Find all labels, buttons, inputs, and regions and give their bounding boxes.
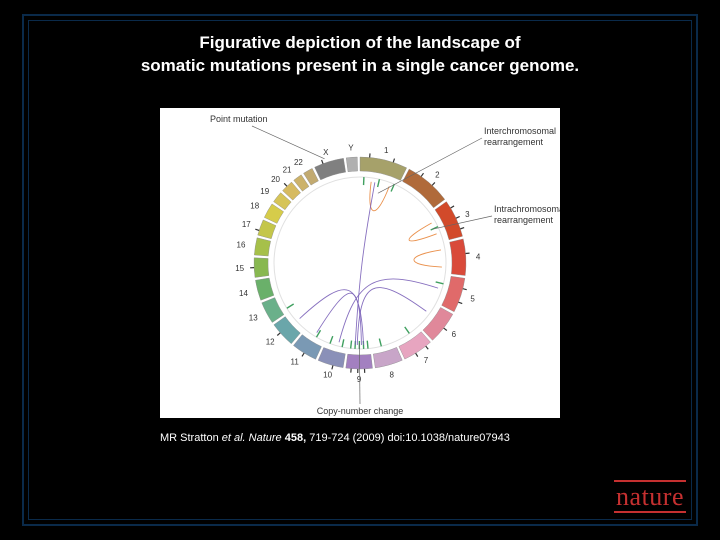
point-mutation-tick (456, 216, 460, 218)
chrom-4 (450, 239, 466, 276)
point-mutation-tick (277, 333, 280, 336)
intra-link (409, 223, 437, 241)
annotation-inter: Interchromosomal (484, 126, 556, 136)
chrom-label-15: 15 (235, 264, 244, 273)
chrom-label-8: 8 (390, 371, 395, 380)
chrom-label-6: 6 (452, 330, 457, 339)
chrom-11 (293, 335, 321, 360)
copy-number-tick (287, 304, 294, 308)
copy-number-tick (367, 341, 368, 349)
chrom-15 (254, 258, 269, 278)
point-mutation-tick (332, 365, 333, 369)
citation-volume: 458, (282, 432, 310, 444)
chrom-label-4: 4 (476, 253, 481, 262)
inter-link (300, 290, 364, 345)
chrom-label-9: 9 (357, 375, 362, 384)
chrom-label-3: 3 (465, 210, 470, 219)
nature-logo-text: nature (614, 480, 686, 513)
slide-title: Figurative depiction of the landscape of… (60, 32, 660, 78)
chrom-label-1: 1 (384, 146, 389, 155)
point-mutation-tick (421, 173, 423, 176)
annotation-intra: rearrangement (494, 215, 554, 225)
chrom-6 (423, 307, 453, 340)
chrom-3 (435, 202, 463, 240)
chrom-label-10: 10 (323, 370, 332, 379)
citation-journal: Nature (249, 432, 282, 444)
annotation-intra: Intrachromosomal (494, 204, 560, 214)
chrom-13 (262, 298, 284, 323)
chrom-label-13: 13 (249, 314, 258, 323)
point-mutation-tick (322, 160, 323, 164)
annotation-inter: rearrangement (484, 137, 544, 147)
callout-line (252, 126, 325, 159)
copy-number-tick (436, 282, 444, 284)
chrom-label-19: 19 (260, 187, 269, 196)
point-mutation-tick (460, 228, 464, 229)
inter-link (339, 279, 438, 342)
chrom-label-2: 2 (435, 171, 440, 180)
citation-author: MR Stratton (160, 432, 222, 444)
title-line-1: Figurative depiction of the landscape of (199, 33, 520, 52)
chrom-16 (254, 238, 270, 256)
copy-number-tick (351, 341, 352, 349)
point-mutation-tick (426, 346, 428, 349)
point-mutation-tick (416, 353, 418, 356)
copy-number-tick (342, 339, 344, 347)
title-line-2: somatic mutations present in a single ca… (141, 56, 579, 75)
chrom-label-12: 12 (266, 338, 275, 347)
citation-pages: 719-724 (2009) doi:10.1038/nature07943 (309, 432, 510, 444)
point-mutation-tick (302, 353, 304, 356)
chrom-label-X: X (323, 148, 329, 157)
point-mutation-tick (284, 183, 287, 186)
annotation-point-mutation: Point mutation (210, 114, 268, 124)
chrom-label-7: 7 (424, 356, 429, 365)
chrom-label-5: 5 (470, 295, 475, 304)
chrom-14 (255, 278, 273, 300)
chrom-5 (442, 276, 465, 311)
slide: Figurative depiction of the landscape of… (0, 0, 720, 540)
nature-logo: nature (614, 482, 686, 512)
point-mutation-tick (255, 229, 259, 230)
chrom-label-22: 22 (294, 158, 303, 167)
copy-number-tick (330, 336, 333, 343)
point-mutation-tick (459, 302, 463, 303)
chrom-Y (346, 157, 357, 172)
copy-number-tick (316, 330, 320, 337)
chrom-label-11: 11 (291, 358, 300, 367)
point-mutation-tick (444, 328, 447, 330)
chrom-label-14: 14 (239, 289, 248, 298)
chrom-label-16: 16 (237, 241, 246, 250)
circos-svg: 12345678910111213141516171819202122XYPoi… (160, 108, 560, 418)
chrom-10 (318, 348, 345, 368)
chrom-X (315, 158, 346, 180)
chrom-label-20: 20 (271, 175, 280, 184)
citation: MR Stratton et al. Nature 458, 719-724 (… (160, 432, 510, 444)
callout-line (359, 343, 360, 404)
point-mutation-tick (451, 206, 454, 208)
circos-figure: 12345678910111213141516171819202122XYPoi… (160, 108, 560, 418)
chrom-label-21: 21 (283, 165, 292, 174)
chrom-label-18: 18 (250, 202, 259, 211)
chrom-17 (258, 220, 276, 239)
point-mutation-tick (393, 159, 394, 163)
annotation-copy-number: Copy-number change (317, 406, 404, 416)
chrom-8 (373, 347, 402, 368)
citation-etal: et al. (222, 432, 249, 444)
copy-number-tick (405, 327, 410, 334)
copy-number-tick (379, 339, 381, 347)
inter-link (355, 182, 375, 345)
chrom-label-Y: Y (348, 143, 354, 152)
intra-link (414, 250, 442, 267)
point-mutation-tick (463, 289, 467, 290)
chrom-label-17: 17 (242, 220, 251, 229)
copy-number-tick (378, 179, 380, 187)
point-mutation-tick (432, 182, 435, 185)
